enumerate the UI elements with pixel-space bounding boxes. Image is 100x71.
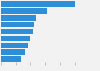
- Bar: [1, 1, 75, 7]
- Bar: [1, 43, 28, 48]
- Bar: [1, 49, 25, 55]
- Bar: [1, 22, 34, 27]
- Bar: [1, 36, 30, 41]
- Bar: [1, 15, 36, 21]
- Bar: [1, 8, 47, 14]
- Bar: [1, 29, 33, 34]
- Bar: [1, 56, 21, 62]
